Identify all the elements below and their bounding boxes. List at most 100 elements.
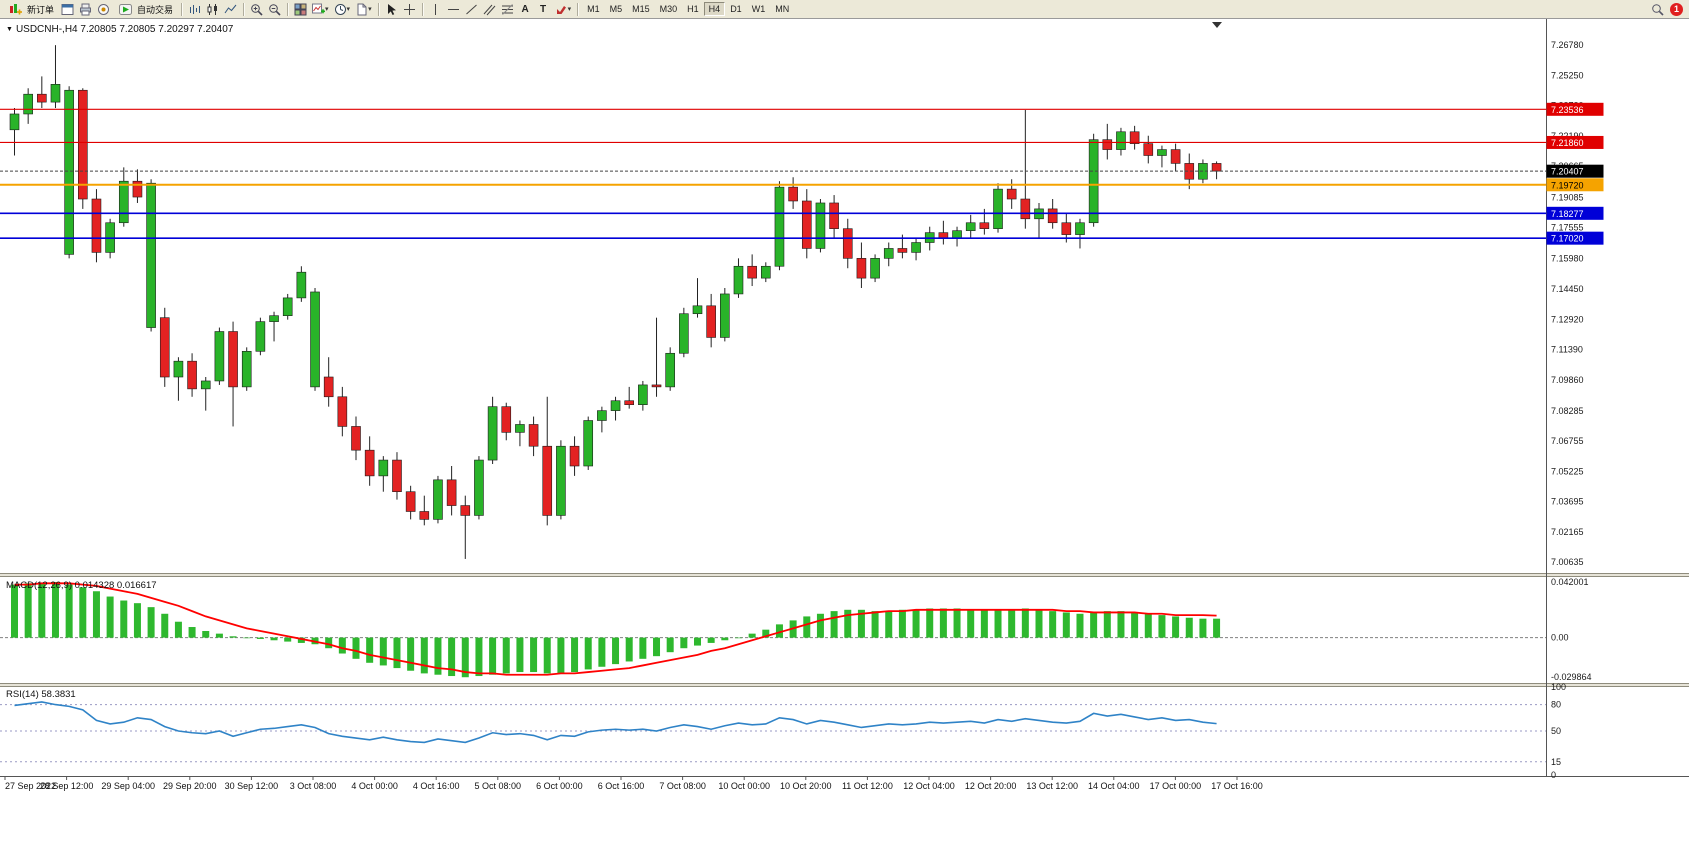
dropdown-caret-icon[interactable]: ▾ xyxy=(346,6,351,13)
macd-histogram-bar xyxy=(51,581,59,638)
time-axis[interactable] xyxy=(0,776,1546,796)
line-price-label: 7.19720 xyxy=(1551,180,1584,190)
line-chart-icon[interactable] xyxy=(222,2,239,17)
horizontal-line-icon[interactable] xyxy=(445,2,462,17)
macd-histogram-bar xyxy=(1062,612,1070,638)
timeframe-button-m15[interactable]: M15 xyxy=(627,2,655,16)
crosshair-icon[interactable] xyxy=(401,2,418,17)
rsi-panel[interactable] xyxy=(0,687,1546,775)
candle xyxy=(214,331,225,382)
candle xyxy=(1116,131,1126,150)
price-axis-label: 7.11390 xyxy=(1551,345,1583,355)
dropdown-caret-icon[interactable]: ▾ xyxy=(325,6,329,13)
macd-panel[interactable] xyxy=(0,578,1546,682)
dropdown-caret-icon[interactable]: ▾ xyxy=(567,6,572,13)
timeframe-button-m5[interactable]: M5 xyxy=(605,2,628,16)
candle xyxy=(788,186,798,202)
candle xyxy=(474,459,484,516)
label-tool-icon[interactable]: T xyxy=(535,2,552,17)
candle xyxy=(228,331,238,388)
period-clock-icon[interactable] xyxy=(332,2,349,17)
candle xyxy=(1143,143,1154,156)
timeframe-button-m1[interactable]: M1 xyxy=(582,2,605,16)
time-axis-label: 17 Oct 16:00 xyxy=(1211,781,1263,791)
macd-histogram-bar xyxy=(830,611,838,638)
object-list-icon[interactable]: ▼ xyxy=(6,26,13,33)
channel-icon[interactable] xyxy=(481,2,498,17)
candlestick-chart-icon[interactable] xyxy=(204,2,221,17)
macd-histogram-bar xyxy=(898,609,906,638)
zoom-out-icon[interactable] xyxy=(266,2,283,17)
macd-histogram-bar xyxy=(475,637,483,677)
timeframe-button-d1[interactable]: D1 xyxy=(725,2,747,16)
price-axis-label: 7.08285 xyxy=(1551,406,1584,416)
chart-shift-marker-icon[interactable] xyxy=(1212,22,1222,28)
macd-histogram-bar xyxy=(557,637,565,674)
timeframe-button-m30[interactable]: M30 xyxy=(655,2,683,16)
candle xyxy=(64,89,74,255)
macd-histogram-bar xyxy=(393,637,401,669)
timeframe-button-mn[interactable]: MN xyxy=(770,2,794,16)
candle xyxy=(241,350,252,388)
line-price-label-box xyxy=(1546,206,1604,220)
vertical-line-icon[interactable] xyxy=(427,2,444,17)
panel-separator[interactable] xyxy=(0,573,1689,577)
template-icon[interactable] xyxy=(353,2,370,17)
macd-histogram-bar xyxy=(11,584,18,638)
candle xyxy=(597,410,607,421)
candle xyxy=(9,113,20,131)
candle xyxy=(323,376,334,398)
time-axis-label: 13 Oct 12:00 xyxy=(1026,781,1078,791)
macd-histogram-bar xyxy=(885,611,893,638)
label-tool-label: T xyxy=(540,3,547,15)
notification-badge[interactable]: 1 xyxy=(1670,2,1683,16)
candle xyxy=(733,265,744,295)
current-price-label-box xyxy=(1546,164,1604,178)
indicators-icon[interactable] xyxy=(310,2,327,17)
macd-histogram-bar xyxy=(120,600,128,638)
candle xyxy=(774,186,785,267)
timeframe-button-w1[interactable]: W1 xyxy=(747,2,771,16)
time-axis-label: 10 Oct 00:00 xyxy=(718,781,770,791)
bar-chart-icon[interactable] xyxy=(186,2,203,17)
timeframe-button-h4[interactable]: H4 xyxy=(703,2,726,16)
timeframe-button-h1[interactable]: H1 xyxy=(682,2,704,16)
time-axis-label: 3 Oct 08:00 xyxy=(290,781,337,791)
main-chart-area[interactable] xyxy=(0,23,1546,572)
candle xyxy=(433,479,443,520)
macd-histogram-bar xyxy=(1049,611,1057,638)
macd-histogram-bar xyxy=(1185,617,1193,638)
macd-histogram-bar xyxy=(571,637,579,673)
macd-histogram-bar xyxy=(1131,612,1139,638)
macd-histogram-bar xyxy=(844,609,852,638)
cursor-icon[interactable] xyxy=(383,2,400,17)
macd-histogram-bar xyxy=(366,637,374,663)
candle xyxy=(187,360,197,390)
dropdown-caret-icon[interactable]: ▾ xyxy=(368,6,372,13)
macd-histogram-bar xyxy=(734,637,742,639)
rsi-axis-label: 0 xyxy=(1551,770,1556,780)
macd-axis-label: 0.00 xyxy=(1551,633,1569,643)
new-order-button[interactable]: 新订单 xyxy=(3,1,58,18)
text-tool-icon[interactable]: A xyxy=(517,2,534,17)
zoom-in-icon[interactable] xyxy=(248,2,265,17)
search-icon[interactable] xyxy=(1649,2,1666,17)
auto-trading-button[interactable]: 自动交易 xyxy=(113,1,177,18)
candle xyxy=(337,396,348,427)
navigator-icon[interactable] xyxy=(95,2,112,17)
market-watch-icon[interactable] xyxy=(59,2,76,17)
candle xyxy=(651,384,662,388)
line-price-label: 7.18277 xyxy=(1551,209,1584,219)
fibonacci-icon[interactable] xyxy=(499,2,516,17)
candle xyxy=(528,424,539,447)
arrows-tool-icon[interactable] xyxy=(553,2,570,17)
panel-separator[interactable] xyxy=(0,683,1689,687)
price-axis[interactable] xyxy=(1546,18,1689,776)
toolbar-separator xyxy=(181,2,183,16)
trendline-icon[interactable] xyxy=(463,2,480,17)
print-icon[interactable] xyxy=(77,2,94,17)
macd-histogram-bar xyxy=(284,637,292,642)
tile-windows-icon[interactable] xyxy=(292,2,309,17)
macd-histogram-bar xyxy=(953,608,961,638)
